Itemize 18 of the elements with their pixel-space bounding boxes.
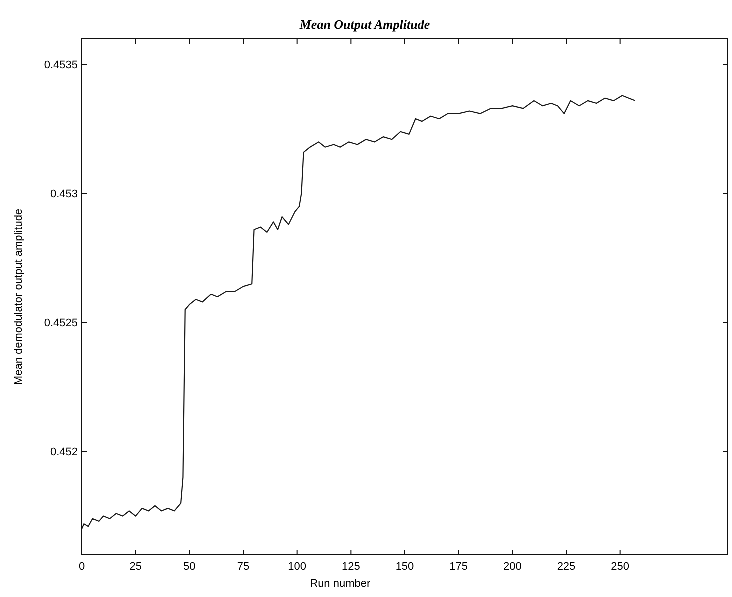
x-tick-label: 100 (288, 561, 307, 573)
x-tick-label: 0 (78, 561, 86, 573)
x-axis-title: Run number (310, 578, 371, 590)
x-tick-label: 125 (342, 561, 360, 573)
y-axis-title: Mean demodulator output amplitude (13, 208, 25, 386)
y-tick-label: 0.4535 (44, 60, 78, 72)
x-tick-label: 175 (450, 561, 468, 573)
x-tick-label: 225 (557, 561, 576, 573)
x-tick-label: 50 (184, 561, 196, 573)
x-tick-label: 150 (396, 561, 414, 573)
x-tick-label: 250 (611, 561, 630, 573)
y-tick-label: 0.4525 (44, 318, 78, 330)
y-tick-label: 0.452 (50, 446, 78, 459)
x-tick-label: 25 (130, 561, 142, 573)
y-tick-label: 0.453 (50, 188, 78, 201)
x-tick-label: 75 (237, 561, 250, 573)
x-tick-label: 200 (503, 561, 522, 573)
chart-title: Mean Output Amplitude (298, 17, 430, 32)
